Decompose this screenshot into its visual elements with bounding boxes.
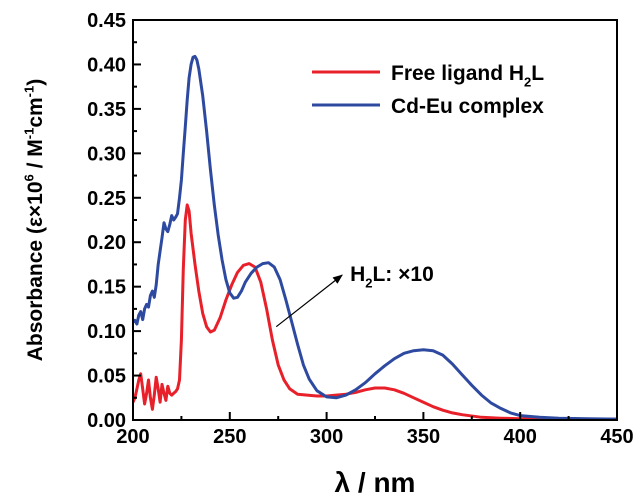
- plot-frame: [132, 19, 618, 421]
- x-tick-label: 450: [600, 426, 633, 448]
- y-tick-label: 0.25: [87, 188, 126, 210]
- y-tick-label: 0.05: [87, 366, 126, 388]
- x-tick-label: 400: [504, 426, 537, 448]
- y-tick-label: 0.00: [87, 410, 126, 432]
- y-tick-label: 0.35: [87, 99, 126, 121]
- y-tick-label: 0.30: [87, 143, 126, 165]
- series-line-2: [133, 54, 617, 420]
- axis-ticks: 200 250 300 350 400 450 0.00 0.05 0.10 0.15 0.20 0.…: [87, 10, 634, 448]
- y-axis-label: Absorbance (ε×106 / M-1cm-1): [22, 79, 47, 362]
- y-tick-label: 0.40: [87, 54, 126, 76]
- y-tick-label: 0.10: [87, 321, 126, 343]
- y-tick-label: 0.45: [87, 10, 126, 32]
- annotation-arrow: [275, 274, 343, 328]
- y-tick-label: 0.20: [87, 232, 126, 254]
- legend-label-2: Cd-Eu complex: [391, 95, 544, 118]
- legend-label-1: Free ligand H2L: [391, 62, 544, 89]
- x-tick-label: 300: [310, 426, 343, 448]
- x-tick-label: 350: [407, 426, 440, 448]
- legend: Free ligand H2L Cd-Eu complex: [312, 62, 544, 118]
- series-layer: [133, 54, 617, 420]
- x-tick-label: 200: [116, 426, 149, 448]
- y-tick-label: 0.15: [87, 277, 126, 299]
- annotation-label: H2L: ×10: [350, 263, 434, 290]
- x-tick-label: 250: [213, 426, 246, 448]
- annotation: H2L: ×10: [275, 263, 434, 328]
- series-line-1: [133, 203, 617, 420]
- x-axis-label: λ / nm: [335, 467, 416, 498]
